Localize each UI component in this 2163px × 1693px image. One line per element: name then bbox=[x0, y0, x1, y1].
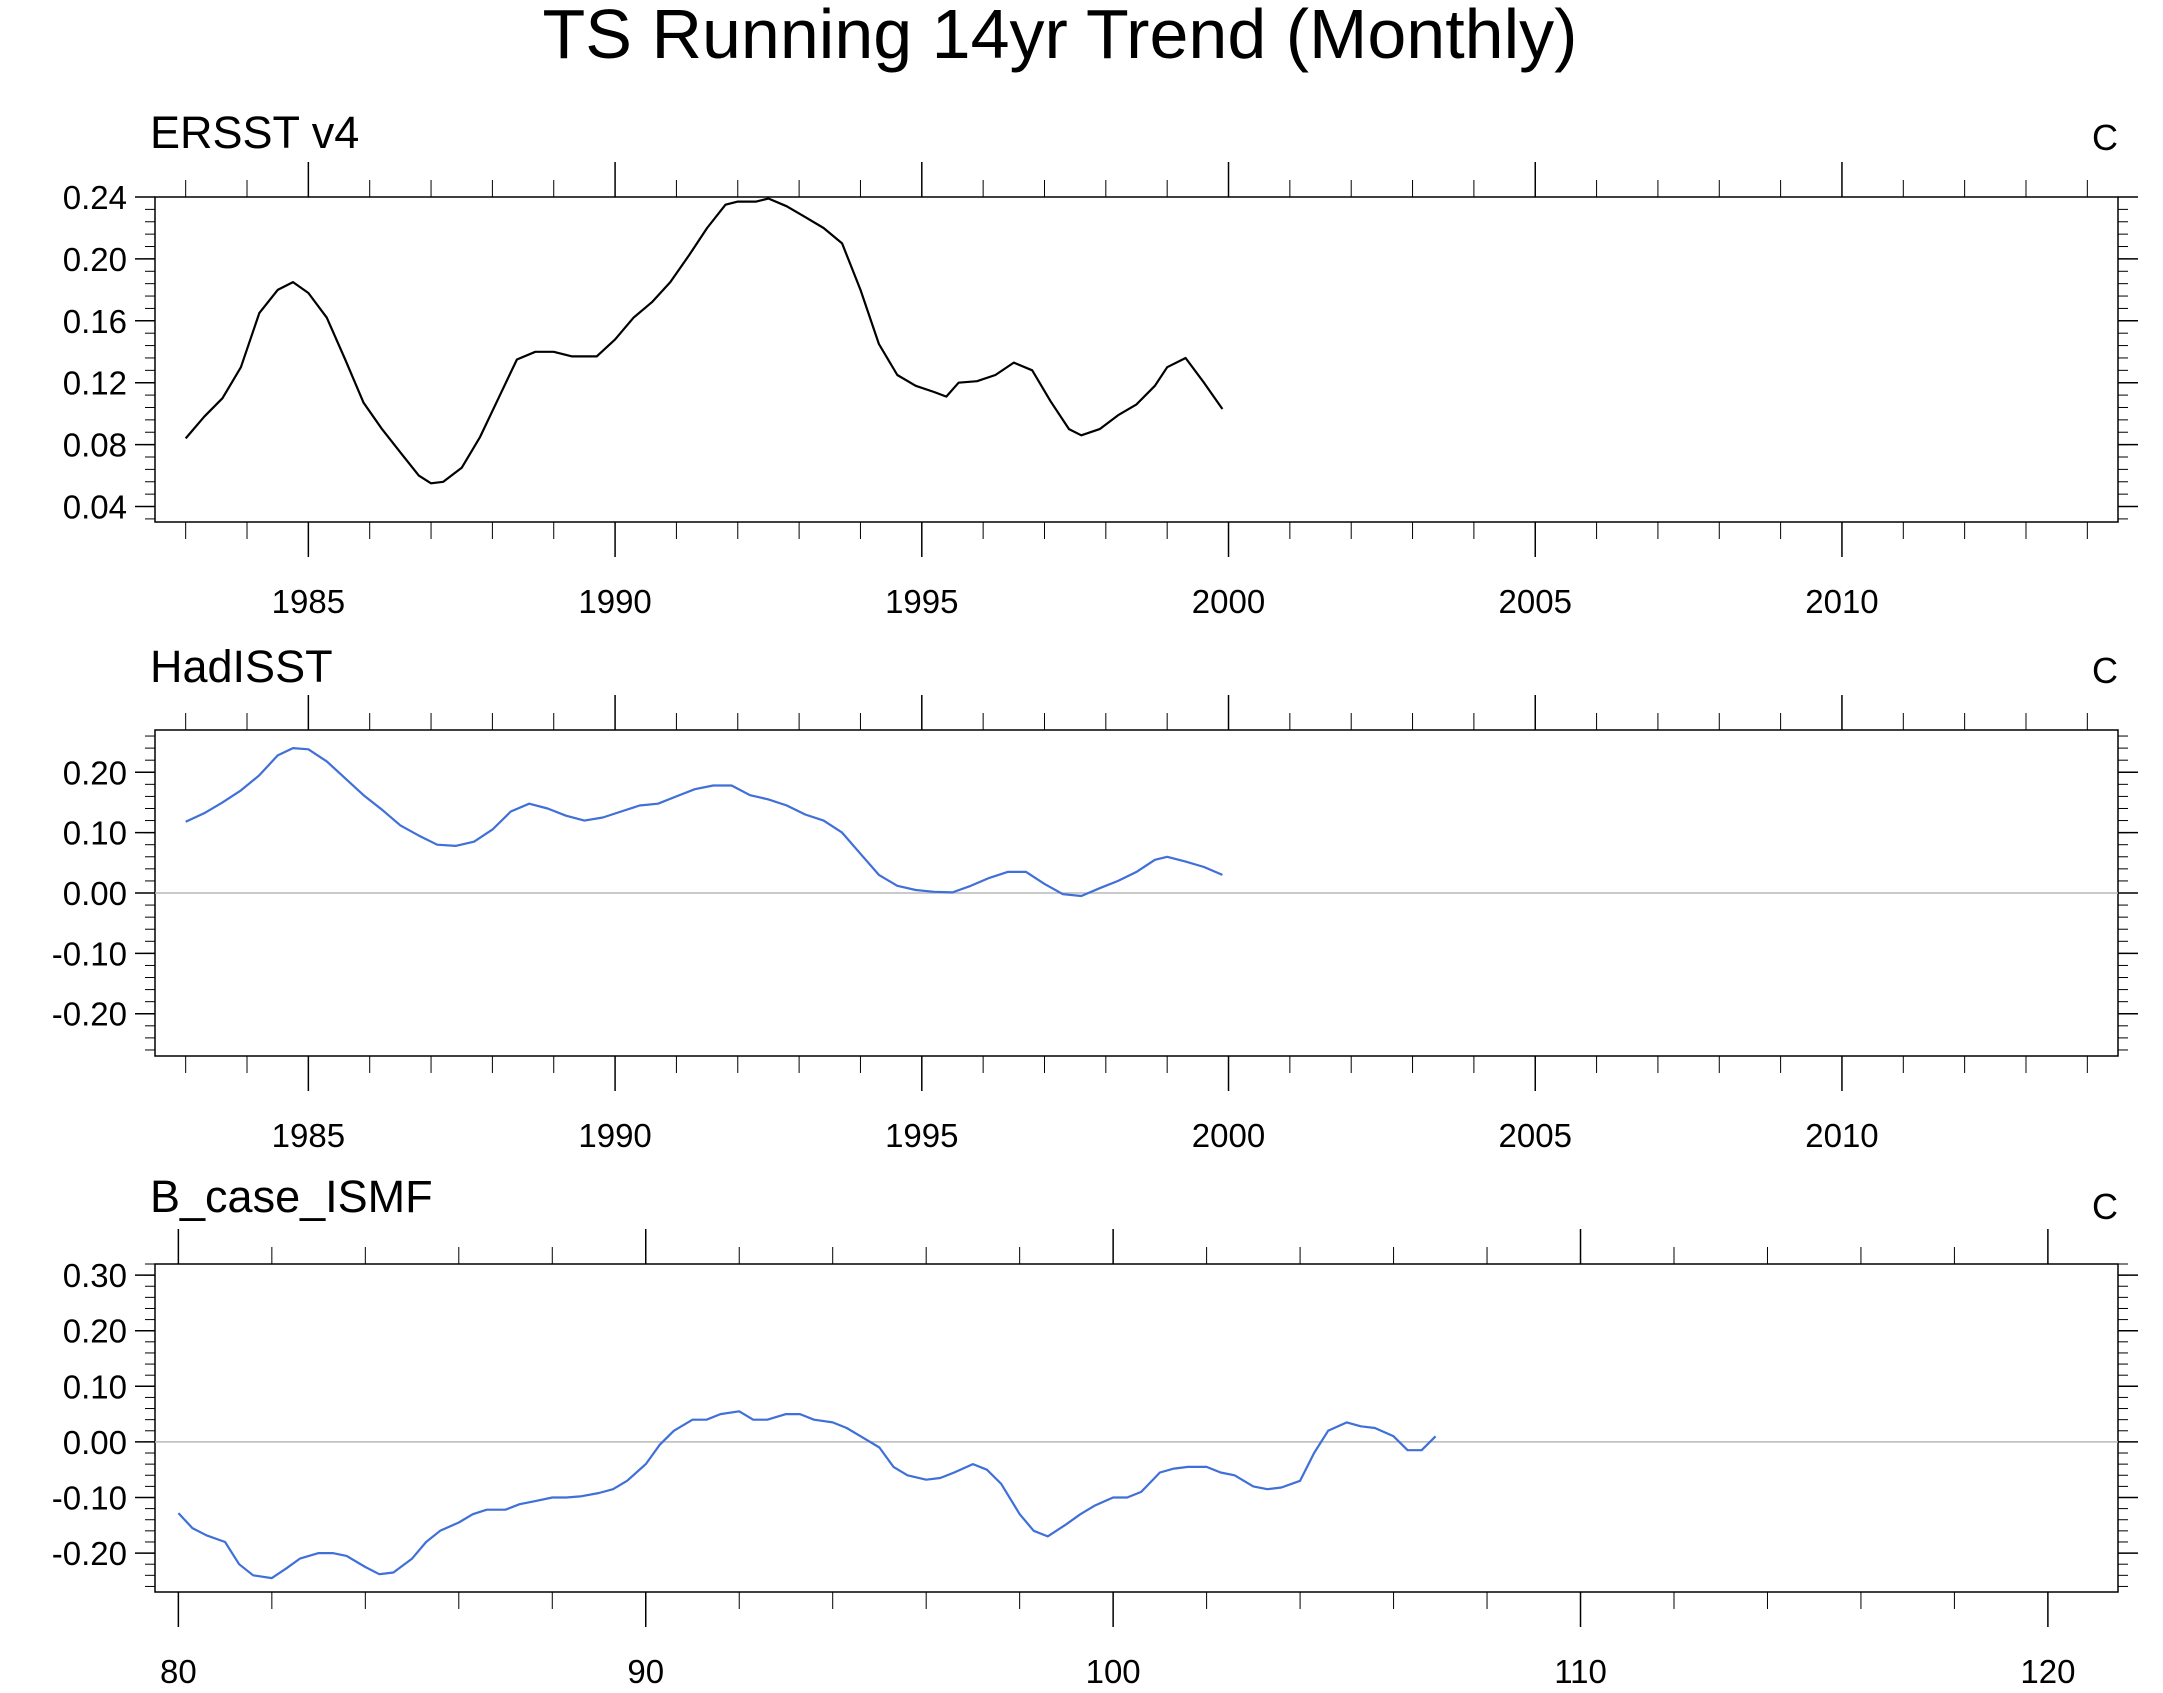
y-tick-label: -0.20 bbox=[52, 996, 127, 1033]
y-tick-label: 0.20 bbox=[63, 1313, 127, 1350]
x-tick-label: 1995 bbox=[885, 583, 958, 620]
panel-hadisst: HadISST C -0.20 -0.10 0.00 0.10 0.20 1985 1990… bbox=[52, 641, 2138, 1154]
y-tick-label: 0.00 bbox=[63, 1424, 127, 1461]
plot-frame bbox=[154, 196, 2119, 523]
x-tick-label: 110 bbox=[1554, 1653, 1607, 1690]
plot-ersst: 0.04 0.08 0.12 0.16 0.20 0.24 1985 1990 1995 2000… bbox=[63, 162, 2138, 620]
x-tick-label: 1985 bbox=[272, 583, 345, 620]
y-tick-label: -0.10 bbox=[52, 1479, 127, 1516]
y-tick-label: 0.20 bbox=[63, 754, 127, 791]
y-tick-label: 0.20 bbox=[63, 241, 127, 278]
series-line bbox=[185, 747, 1223, 898]
panel-title: B_case_ISMF bbox=[150, 1171, 433, 1222]
x-tick-label: 1985 bbox=[272, 1117, 345, 1154]
x-tick-label: 2005 bbox=[1499, 583, 1572, 620]
y-tick-label: 0.00 bbox=[63, 875, 127, 912]
y-tick-label: 0.16 bbox=[63, 303, 127, 340]
y-tick-label: 0.04 bbox=[63, 489, 127, 526]
y-tick-label: 0.10 bbox=[63, 815, 127, 852]
y-tick-label: 0.24 bbox=[63, 179, 127, 216]
plot-frame bbox=[154, 1263, 2119, 1593]
figure-title: TS Running 14yr Trend (Monthly) bbox=[543, 0, 1578, 73]
x-tick-label: 1995 bbox=[885, 1117, 958, 1154]
panel-units: C bbox=[2092, 650, 2118, 691]
panel-title: HadISST bbox=[150, 641, 333, 692]
y-tick-label: -0.10 bbox=[52, 935, 127, 972]
x-tick-label: 100 bbox=[1086, 1653, 1141, 1690]
x-tick-label: 80 bbox=[160, 1653, 197, 1690]
series-line bbox=[177, 1410, 1437, 1580]
plot-hadisst: -0.20 -0.10 0.00 0.10 0.20 1985 1990 1995 2000 20… bbox=[52, 695, 2138, 1154]
x-tick-label: 1990 bbox=[578, 583, 651, 620]
y-tick-label: 0.12 bbox=[63, 365, 127, 402]
plot-b-case-ismf: -0.20 -0.10 0.00 0.10 0.20 0.30 80 90 100 110 120 bbox=[52, 1229, 2138, 1690]
x-tick-label: 2010 bbox=[1805, 1117, 1878, 1154]
y-tick-label: -0.20 bbox=[52, 1535, 127, 1572]
y-tick-label: 0.30 bbox=[63, 1257, 127, 1294]
x-tick-label: 2005 bbox=[1499, 1117, 1572, 1154]
x-tick-label: 1990 bbox=[578, 1117, 651, 1154]
x-tick-label: 2010 bbox=[1805, 583, 1878, 620]
series-line bbox=[184, 197, 1224, 485]
panel-ersst: ERSST v4 C 0.04 0.08 0.12 0.16 0.20 0.24 1985 1… bbox=[63, 107, 2138, 620]
x-tick-label: 90 bbox=[627, 1653, 664, 1690]
panel-units: C bbox=[2092, 117, 2118, 158]
panel-title: ERSST v4 bbox=[150, 107, 359, 158]
y-tick-label: 0.08 bbox=[63, 427, 127, 464]
panel-units: C bbox=[2092, 1186, 2118, 1227]
panel-b-case-ismf: B_case_ISMF C -0.20 -0.10 0.00 0.10 0.20 0.30… bbox=[52, 1171, 2138, 1690]
x-tick-label: 2000 bbox=[1192, 1117, 1265, 1154]
x-tick-label: 2000 bbox=[1192, 583, 1265, 620]
y-tick-label: 0.10 bbox=[63, 1368, 127, 1405]
x-tick-label: 120 bbox=[2020, 1653, 2075, 1690]
